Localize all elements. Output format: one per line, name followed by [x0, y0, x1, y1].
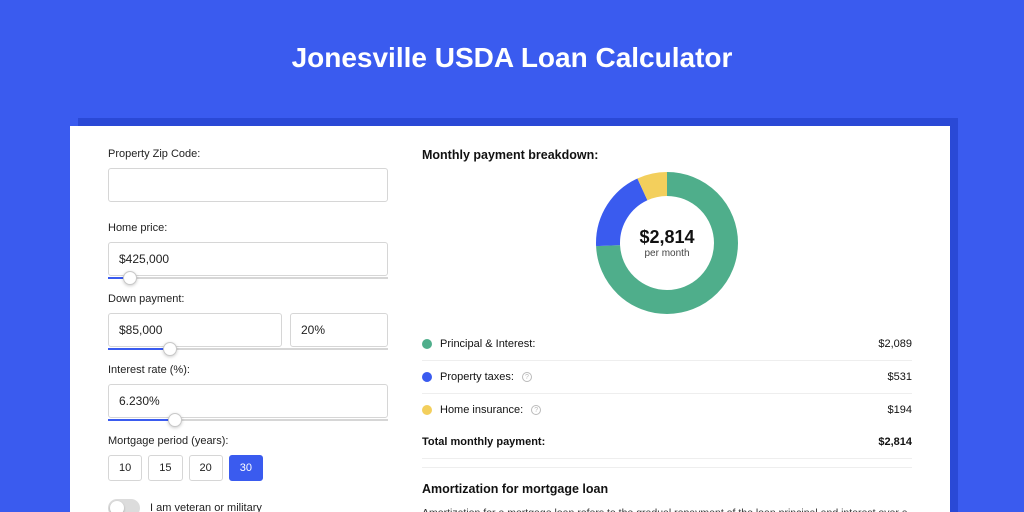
amortization-text: Amortization for a mortgage loan refers …: [422, 506, 912, 512]
interest-rate-field-group: Interest rate (%):: [108, 364, 388, 421]
period-option-15[interactable]: 15: [148, 455, 182, 481]
period-option-30[interactable]: 30: [229, 455, 263, 481]
mortgage-period-field-group: Mortgage period (years): 1015 2030: [108, 435, 388, 481]
interest-rate-input[interactable]: [108, 384, 388, 418]
down-payment-slider-fill: [108, 348, 170, 350]
home-price-field-group: Home price:: [108, 222, 388, 279]
donut-center: $2,814 per month: [596, 172, 738, 314]
interest-rate-label: Interest rate (%):: [108, 364, 388, 376]
legend-value: $531: [888, 371, 912, 383]
interest-rate-slider-fill: [108, 419, 175, 421]
donut-chart: $2,814 per month: [596, 172, 738, 314]
down-payment-slider-thumb[interactable]: [163, 342, 177, 356]
breakdown-title: Monthly payment breakdown:: [422, 148, 912, 162]
amortization-title: Amortization for mortgage loan: [422, 482, 912, 496]
amortization-section: Amortization for mortgage loan Amortizat…: [422, 467, 912, 512]
inputs-column: Property Zip Code: Home price: Down paym…: [108, 148, 388, 512]
home-price-label: Home price:: [108, 222, 388, 234]
total-row: Total monthly payment: $2,814: [422, 426, 912, 459]
zip-input[interactable]: [108, 168, 388, 202]
legend-dot: [422, 339, 432, 349]
home-price-input[interactable]: [108, 242, 388, 276]
info-icon[interactable]: ?: [522, 372, 532, 382]
down-payment-slider[interactable]: [108, 348, 388, 350]
legend-label: Property taxes:: [440, 371, 514, 383]
legend-dot: [422, 405, 432, 415]
page-background: Jonesville USDA Loan Calculator Property…: [0, 0, 1024, 512]
interest-rate-slider[interactable]: [108, 419, 388, 421]
legend-label: Principal & Interest:: [440, 338, 535, 350]
period-option-10[interactable]: 10: [108, 455, 142, 481]
total-label: Total monthly payment:: [422, 436, 545, 448]
legend-dot: [422, 372, 432, 382]
mortgage-period-options: 1015 2030: [108, 455, 388, 481]
zip-label: Property Zip Code:: [108, 148, 388, 160]
period-option-20[interactable]: 20: [189, 455, 223, 481]
home-price-slider-thumb[interactable]: [123, 271, 137, 285]
legend-row: Principal & Interest: $2,089: [422, 328, 912, 361]
page-title: Jonesville USDA Loan Calculator: [0, 0, 1024, 74]
veteran-label: I am veteran or military: [150, 502, 262, 512]
down-payment-label: Down payment:: [108, 293, 388, 305]
donut-chart-wrap: $2,814 per month: [422, 172, 912, 314]
legend-label: Home insurance:: [440, 404, 523, 416]
donut-amount: $2,814: [639, 227, 694, 248]
legend-value: $194: [888, 404, 912, 416]
zip-field-group: Property Zip Code:: [108, 148, 388, 202]
breakdown-legend: Principal & Interest: $2,089 Property taxe…: [422, 328, 912, 426]
veteran-toggle[interactable]: [108, 499, 140, 512]
donut-sub: per month: [644, 248, 689, 259]
legend-row: Property taxes:? $531: [422, 361, 912, 394]
veteran-toggle-row: I am veteran or military: [108, 499, 388, 512]
down-payment-amount-input[interactable]: [108, 313, 282, 347]
down-payment-pct-input[interactable]: [290, 313, 388, 347]
home-price-slider[interactable]: [108, 277, 388, 279]
legend-value: $2,089: [878, 338, 912, 350]
legend-row: Home insurance:? $194: [422, 394, 912, 426]
down-payment-field-group: Down payment:: [108, 293, 388, 350]
interest-rate-slider-thumb[interactable]: [168, 413, 182, 427]
calculator-card: Property Zip Code: Home price: Down paym…: [70, 126, 950, 512]
mortgage-period-label: Mortgage period (years):: [108, 435, 388, 447]
total-value: $2,814: [878, 436, 912, 448]
breakdown-column: Monthly payment breakdown: $2,814 per mo…: [422, 148, 912, 512]
info-icon[interactable]: ?: [531, 405, 541, 415]
